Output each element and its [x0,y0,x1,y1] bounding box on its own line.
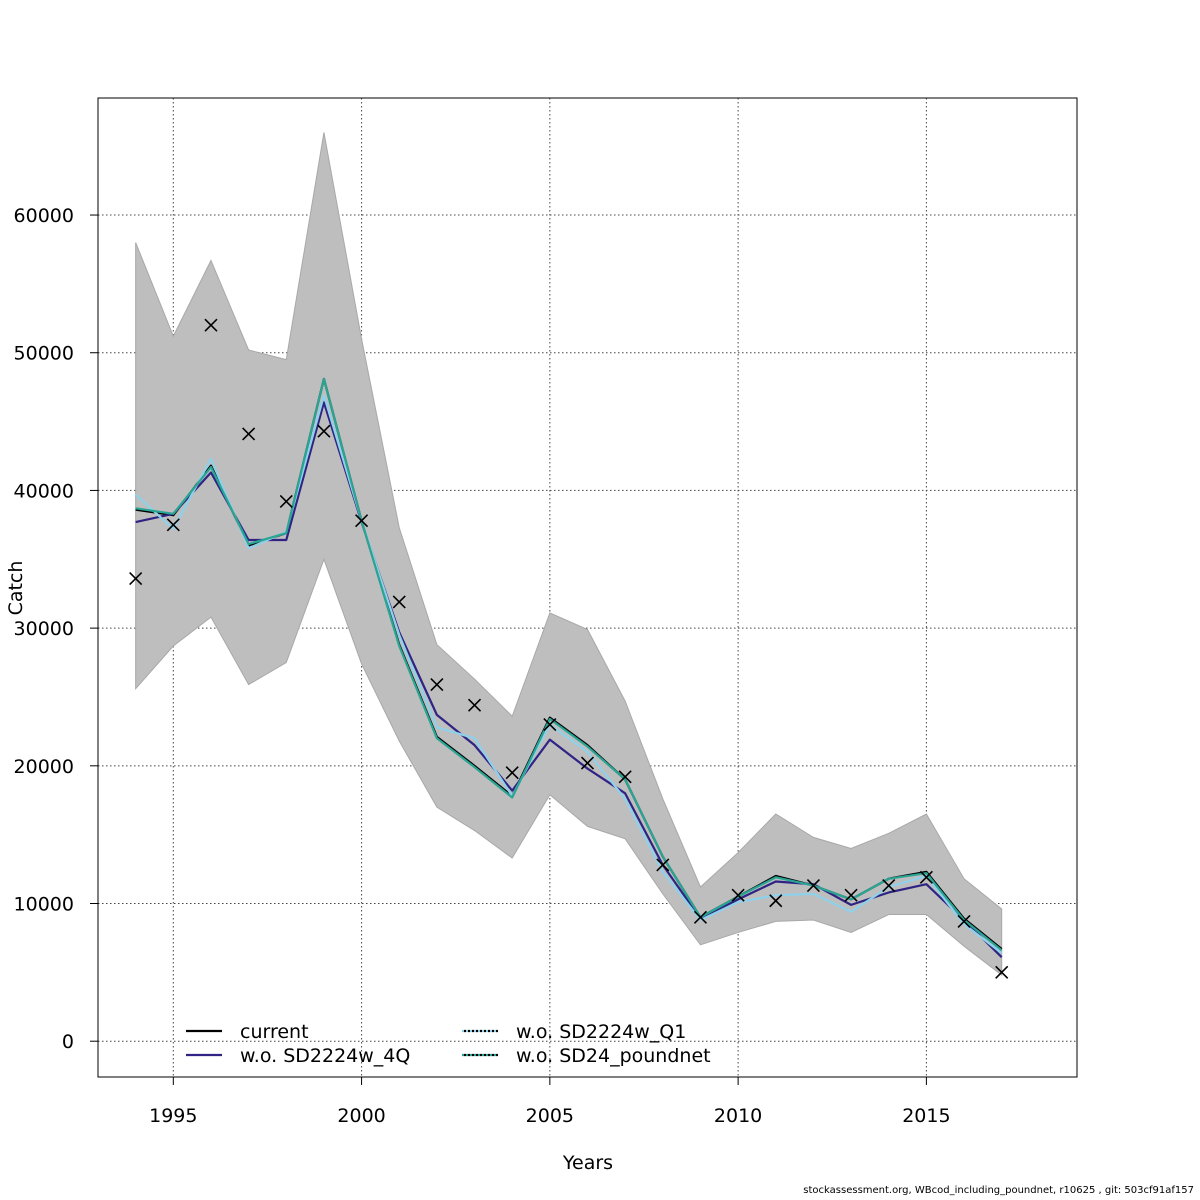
x-tick-label-4: 2015 [902,1105,950,1127]
observed-point-22 [957,914,971,928]
series-layer [134,377,1003,958]
observed-point-11 [543,717,557,732]
observed-point-14 [656,858,670,872]
observed-point-6 [355,514,369,528]
plot-frame [97,97,1078,1078]
x-tick-label-3: 2010 [714,1105,762,1127]
confidence-band [135,132,1003,977]
observed-point-16 [731,888,745,902]
y-tick-label-5: 50000 [14,343,74,365]
x-tick-label-0: 1995 [149,1105,197,1127]
legend-label-3: w.o. SD24_poundnet [516,1045,711,1067]
y-tick-label-2: 20000 [14,756,74,778]
x-tick-label-1: 2000 [337,1105,385,1127]
observed-point-8 [430,678,444,692]
observed-point-12 [580,756,595,770]
observed-point-9 [467,698,482,712]
observed-point-21 [919,870,933,884]
observed-point-2 [204,318,218,332]
legend-label-1: w.o. SD2224w_4Q [240,1045,410,1067]
observed-point-1 [166,518,180,532]
observed-point-18 [806,879,820,893]
y-axis-title: Catch [5,561,27,616]
x-axis-title: Years [562,1152,613,1174]
y-axis-ticks: 0 10000 20000 30000 40000 50000 60000 [14,205,98,1053]
series-line-1 [135,401,1003,958]
observed-point-4 [279,494,293,509]
observed-point-3 [242,427,256,441]
y-tick-label-4: 40000 [14,480,74,502]
observed-point-20 [882,879,896,893]
observed-point-23 [995,965,1009,979]
y-tick-label-0: 0 [62,1031,74,1053]
observed-point-7 [392,595,406,609]
observed-point-13 [618,770,632,784]
series-line-3 [135,377,1003,952]
legend-label-2: w.o. SD2224w_Q1 [516,1021,686,1043]
y-tick-label-1: 10000 [14,894,74,916]
observed-point-15 [693,910,708,924]
legend-label-0: current [240,1021,309,1043]
confidence-band-layer [135,132,1003,977]
x-tick-label-2: 2005 [526,1105,574,1127]
x-axis-ticks: 1995 2000 2005 2010 2015 [149,1077,951,1127]
observed-point-0 [129,571,143,586]
observed-point-5 [317,424,331,438]
observed-point-10 [505,766,519,780]
observed-point-17 [769,894,783,908]
y-tick-label-6: 60000 [14,205,74,227]
y-tick-label-3: 30000 [14,618,74,640]
observed-markers-layer [129,318,1009,979]
observed-point-19 [844,888,858,902]
footer-caption: stockassessment.org, WBcod_including_pou… [803,1185,1194,1196]
